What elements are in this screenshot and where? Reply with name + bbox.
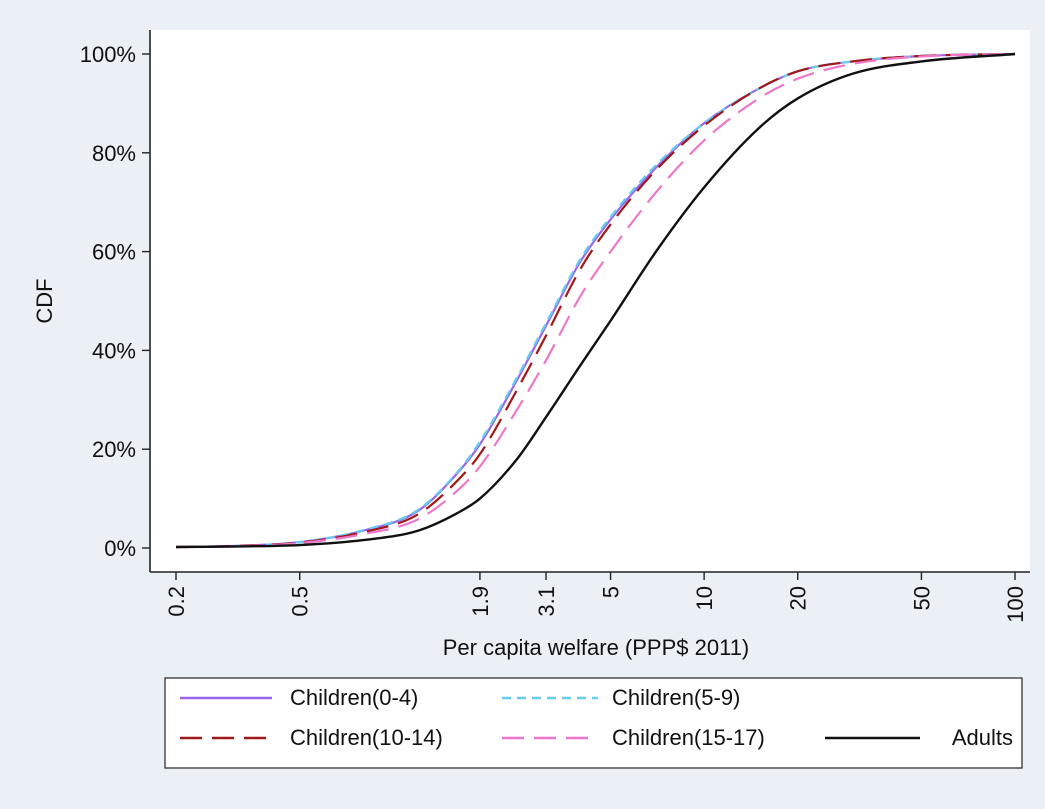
legend-label-4: Adults [952,725,1013,750]
x-tick-label: 3.1 [534,586,559,617]
series-line-1 [175,52,1016,549]
y-tick-label: 0% [104,536,136,561]
legend-box [164,677,1023,769]
x-tick-label: 50 [909,586,934,610]
y-axis-label: CDF [32,278,57,323]
x-tick-label: 0.2 [164,586,189,617]
legend: Children(0-4) Children(5-9) Children(10-14… [180,685,1013,750]
series-line-3 [175,52,1016,549]
series-line-4 [175,52,1016,549]
x-tick-label: 10 [692,586,717,610]
legend-label-3: Children(15-17) [612,725,765,750]
y-tick-group: 0% 20% 40% 60% 80% 100% [80,42,150,561]
x-tick-label: 100 [1003,586,1028,623]
legend-label-1: Children(5-9) [612,685,740,710]
series-layer [175,52,1016,549]
y-tick-label: 60% [92,240,136,265]
x-tick-group: 0.2 0.5 1.9 3.1 5 10 20 50 100 [164,572,1028,623]
y-tick-label: 20% [92,437,136,462]
x-tick-label: 1.9 [468,586,493,617]
legend-label-0: Children(0-4) [290,685,418,710]
legend-label-2: Children(10-14) [290,725,443,750]
x-tick-label: 0.5 [288,586,313,617]
x-tick-label: 5 [599,586,624,598]
plot-area [150,30,1030,572]
x-axis-label: Per capita welfare (PPP$ 2011) [443,635,750,660]
y-tick-label: 100% [80,42,136,67]
y-tick-label: 80% [92,141,136,166]
y-tick-label: 40% [92,338,136,363]
x-tick-label: 20 [786,586,811,610]
series-line-2 [175,52,1016,549]
